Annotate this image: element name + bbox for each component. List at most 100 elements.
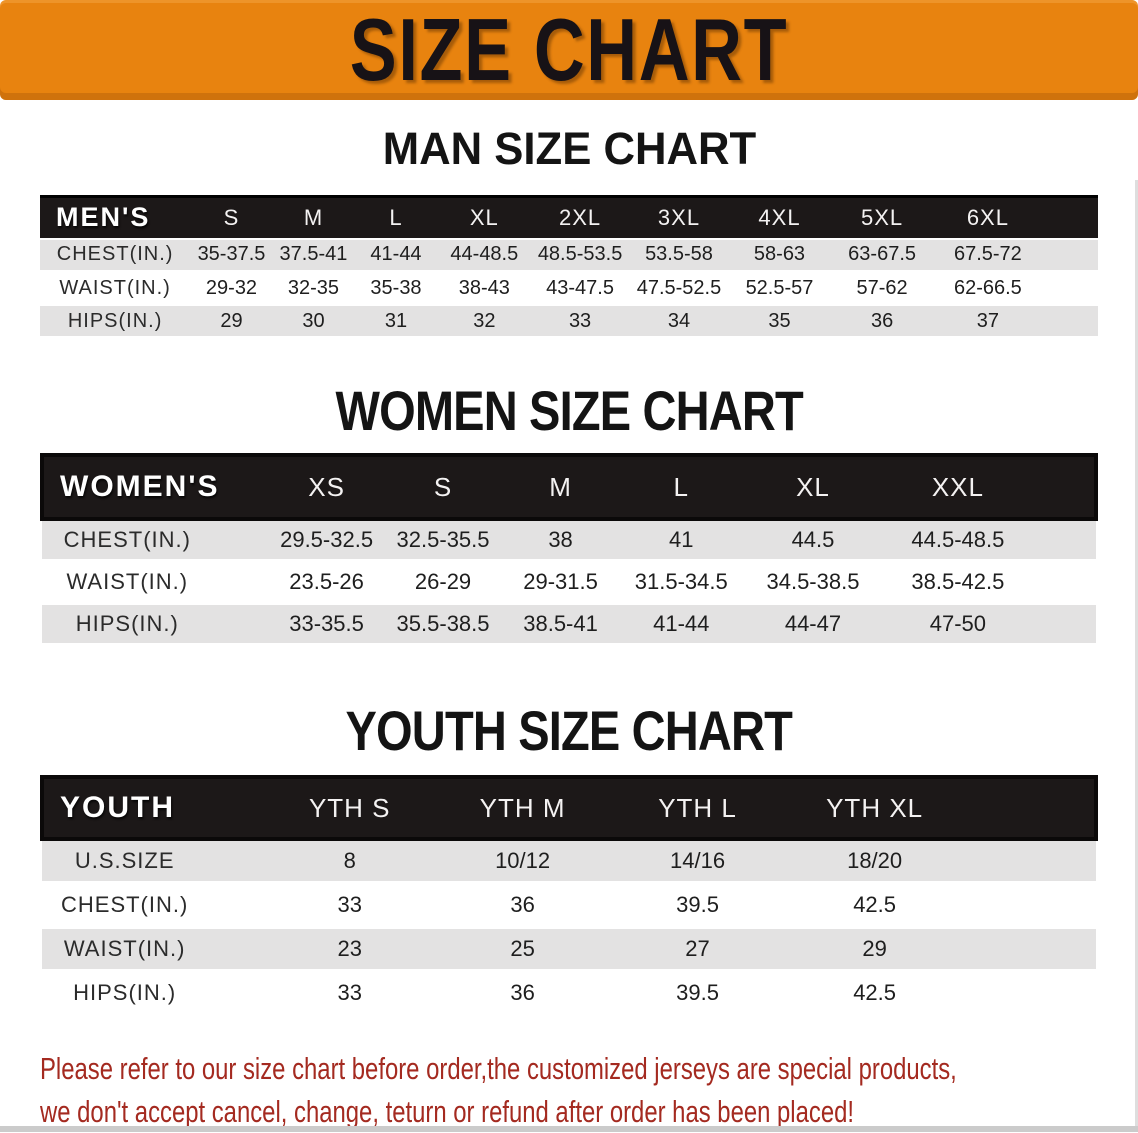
filler-cell: [963, 777, 1096, 839]
youth-chart-title: YOUTH SIZE CHART: [0, 703, 1138, 759]
men-header-label: MEN'S: [56, 202, 151, 233]
size-value-cell: 31: [354, 303, 438, 339]
size-value-cell: 53.5-58: [629, 237, 729, 273]
footnote: Please refer to our size chart before or…: [40, 1047, 1138, 1133]
image-bottom-strip: [0, 1126, 1138, 1132]
table-row: CHEST(IN.) 29.5-32.5 32.5-35.5 38 41 44.5 44.5…: [42, 517, 1096, 563]
women-chart-title-text: WOMEN SIZE CHART: [335, 379, 803, 442]
size-value-cell: 33: [263, 881, 437, 929]
size-value-cell: 33: [530, 303, 630, 339]
table-row: WAIST(IN.) 23.5-26 26-29 29-31.5 31.5-34.5 34…: [42, 559, 1096, 605]
size-value-cell: 43-47.5: [530, 270, 630, 306]
size-value-cell: 57-62: [830, 270, 934, 306]
women-chart-title: WOMEN SIZE CHART: [0, 383, 1138, 439]
banner-title: SIZE CHART: [349, 0, 789, 99]
size-value-cell: 48.5-53.5: [530, 237, 630, 273]
size-value-cell: 10/12: [436, 837, 610, 885]
filler-cell: [1032, 601, 1096, 647]
size-value-cell: 18/20: [786, 837, 964, 885]
size-column-header: S: [223, 204, 240, 230]
men-chart-title: MAN SIZE CHART: [0, 126, 1138, 171]
size-value-cell: 39.5: [609, 881, 787, 929]
size-value-cell: 8: [263, 837, 437, 885]
size-column-header: XXL: [931, 471, 984, 502]
size-value-cell: 36: [436, 969, 610, 1017]
size-value-cell: 32.5-35.5: [384, 517, 502, 563]
table-row: WAIST(IN.) 29-32 32-35 35-38 38-43 43-47.5 47.…: [40, 270, 1098, 306]
size-value-cell: 38.5-41: [501, 601, 620, 647]
row-label: CHEST(IN.): [42, 517, 269, 563]
size-value-cell: 39.5: [609, 969, 787, 1017]
size-value-cell: 23: [263, 925, 437, 973]
size-value-cell: 29: [786, 925, 964, 973]
size-value-cell: 35-37.5: [190, 237, 273, 273]
table-row: WAIST(IN.) 23 25 27 29: [42, 925, 1096, 973]
size-column-header: YTH M: [479, 792, 566, 823]
women-size-table: WOMEN'S XS S M L XL XXL CHEST(IN.) 29.5-32.5 32.5…: [40, 453, 1098, 647]
size-column-header: 6XL: [966, 204, 1009, 230]
size-column-header: 2XL: [558, 204, 602, 230]
size-column-header: L: [673, 471, 689, 502]
size-value-cell: 34.5-38.5: [742, 559, 884, 605]
size-value-cell: 41-44: [619, 601, 743, 647]
size-value-cell: 32-35: [272, 270, 355, 306]
size-value-cell: 52.5-57: [728, 270, 831, 306]
size-value-cell: 42.5: [786, 969, 964, 1017]
size-value-cell: 44.5: [742, 517, 884, 563]
size-value-cell: 29-32: [190, 270, 273, 306]
size-value-cell: 67.5-72: [933, 237, 1042, 273]
filler-cell: [1033, 455, 1096, 519]
filler-cell: [1042, 197, 1098, 239]
size-value-cell: 35.5-38.5: [384, 601, 502, 647]
size-value-cell: 34: [629, 303, 729, 339]
women-header-row: WOMEN'S XS S M L XL XXL: [42, 455, 1096, 519]
men-size-table-slot: MEN'S S M L XL 2XL 3XL 4XL 5XL 6XL CHEST(IN.) 35-37…: [40, 195, 1098, 339]
size-value-cell: 32: [437, 303, 531, 339]
size-column-header: L: [389, 204, 403, 230]
size-value-cell: 30: [272, 303, 355, 339]
size-value-cell: 35-38: [354, 270, 438, 306]
size-value-cell: 62-66.5: [933, 270, 1042, 306]
size-column-header: YTH XL: [826, 792, 924, 823]
size-value-cell: 23.5-26: [268, 559, 385, 605]
youth-header-label: YOUTH: [60, 791, 175, 824]
size-column-header: YTH S: [308, 792, 391, 823]
size-column-header: XL: [469, 204, 499, 230]
size-value-cell: 42.5: [786, 881, 964, 929]
size-value-cell: 35: [728, 303, 831, 339]
size-value-cell: 38-43: [437, 270, 531, 306]
youth-chart-title-text: YOUTH SIZE CHART: [345, 699, 793, 762]
row-label: HIPS(IN.): [42, 969, 264, 1017]
size-value-cell: 63-67.5: [830, 237, 934, 273]
size-value-cell: 44.5-48.5: [883, 517, 1033, 563]
table-row: CHEST(IN.) 35-37.5 37.5-41 41-44 44-48.5 48.5…: [40, 237, 1098, 273]
filler-cell: [963, 881, 1096, 929]
size-value-cell: 38: [501, 517, 620, 563]
size-column-header: 5XL: [861, 204, 904, 230]
youth-size-chart-section: YOUTH SIZE CHART YOUTH YTH S YTH M YTH L YTH…: [0, 703, 1138, 1017]
size-value-cell: 14/16: [609, 837, 787, 885]
size-column-header: 4XL: [758, 204, 801, 230]
filler-cell: [1032, 517, 1096, 563]
row-label: HIPS(IN.): [42, 601, 269, 647]
size-value-cell: 36: [830, 303, 934, 339]
size-value-cell: 38.5-42.5: [883, 559, 1033, 605]
table-row: HIPS(IN.) 33 36 39.5 42.5: [42, 969, 1096, 1017]
filler-cell: [963, 969, 1096, 1017]
youth-size-table-slot: YOUTH YTH S YTH M YTH L YTH XL U.S.SIZE 8 10/12…: [40, 775, 1098, 1017]
men-size-table: MEN'S S M L XL 2XL 3XL 4XL 5XL 6XL CHEST(IN.) 35-37…: [40, 195, 1098, 339]
size-column-header: 3XL: [657, 204, 701, 230]
table-row: U.S.SIZE 8 10/12 14/16 18/20: [42, 837, 1096, 885]
table-row: HIPS(IN.) 33-35.5 35.5-38.5 38.5-41 41-44 44-…: [42, 601, 1096, 647]
size-column-header: S: [433, 471, 453, 502]
size-value-cell: 41: [619, 517, 743, 563]
size-value-cell: 41-44: [354, 237, 438, 273]
table-row: HIPS(IN.) 29 30 31 32 33 34 35 36 37: [40, 303, 1098, 339]
footnote-line2: we don't accept cancel, change, teturn o…: [40, 1094, 855, 1129]
men-header-row: MEN'S S M L XL 2XL 3XL 4XL 5XL 6XL: [40, 196, 1098, 239]
row-label: CHEST(IN.): [42, 881, 264, 929]
size-value-cell: 44-48.5: [437, 237, 531, 273]
youth-header-row: YOUTH YTH S YTH M YTH L YTH XL: [42, 777, 1096, 839]
size-value-cell: 26-29: [384, 559, 502, 605]
size-value-cell: 37: [933, 303, 1042, 339]
